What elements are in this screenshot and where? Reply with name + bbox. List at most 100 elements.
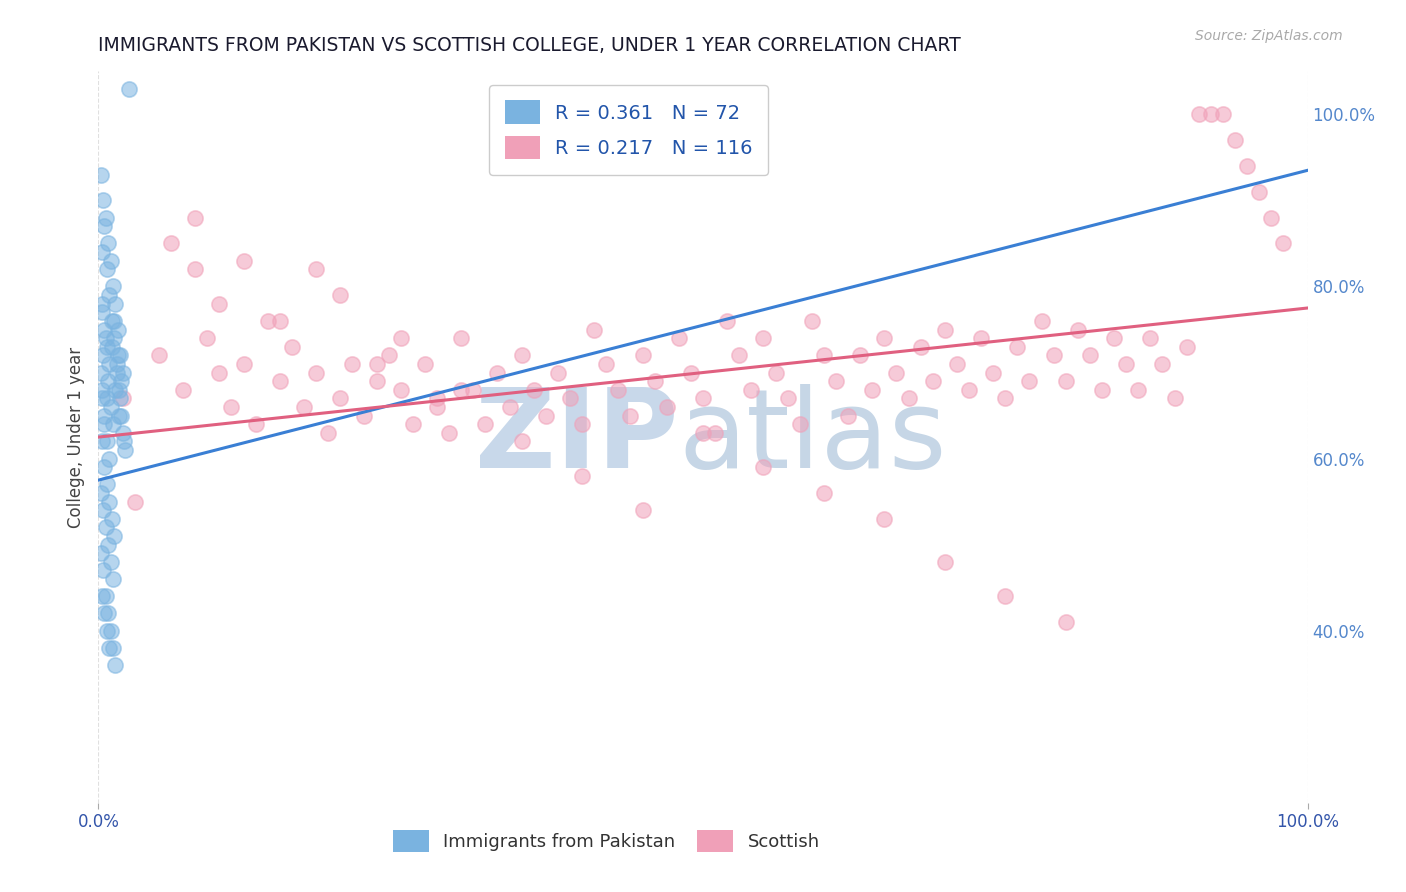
Y-axis label: College, Under 1 year: College, Under 1 year <box>66 346 84 528</box>
Point <box>970 331 993 345</box>
Point <box>124 494 146 508</box>
Point <box>103 331 125 345</box>
Point <box>1018 374 1040 388</box>
Point <box>692 425 714 440</box>
Point <box>897 392 920 406</box>
Point <box>728 348 751 362</box>
Point <box>96 340 118 354</box>
Point <box>1175 340 1198 354</box>
Point <box>583 322 606 336</box>
Point <box>692 392 714 406</box>
Point <box>305 262 328 277</box>
Point <box>108 383 131 397</box>
Point <box>342 357 364 371</box>
Point <box>184 211 207 225</box>
Point <box>825 374 848 388</box>
Point <box>837 409 859 423</box>
Point <box>486 366 509 380</box>
Point <box>100 314 122 328</box>
Point <box>148 348 170 362</box>
Point <box>1260 211 1282 225</box>
Point <box>426 400 449 414</box>
Point <box>644 374 666 388</box>
Point <box>91 348 114 362</box>
Point <box>90 486 112 500</box>
Point <box>184 262 207 277</box>
Point <box>316 425 339 440</box>
Point <box>510 434 533 449</box>
Point <box>389 383 412 397</box>
Point <box>93 460 115 475</box>
Point <box>1188 107 1211 121</box>
Point <box>740 383 762 397</box>
Text: ZIP: ZIP <box>475 384 679 491</box>
Point <box>94 520 117 534</box>
Point <box>98 357 121 371</box>
Point <box>100 555 122 569</box>
Point <box>97 538 120 552</box>
Point <box>101 640 124 655</box>
Point <box>94 331 117 345</box>
Point <box>97 607 120 621</box>
Point <box>160 236 183 251</box>
Point <box>208 296 231 310</box>
Point <box>1272 236 1295 251</box>
Point <box>114 442 136 457</box>
Point <box>104 658 127 673</box>
Point <box>704 425 727 440</box>
Point <box>1236 159 1258 173</box>
Point <box>108 392 131 406</box>
Point <box>208 366 231 380</box>
Point <box>1078 348 1101 362</box>
Point <box>558 392 581 406</box>
Point <box>994 392 1017 406</box>
Point <box>110 374 132 388</box>
Point <box>1042 348 1064 362</box>
Point <box>96 392 118 406</box>
Point <box>813 348 835 362</box>
Point <box>994 589 1017 603</box>
Point <box>100 253 122 268</box>
Point <box>1054 615 1077 629</box>
Point <box>98 451 121 466</box>
Point <box>90 168 112 182</box>
Point <box>668 331 690 345</box>
Point <box>91 296 114 310</box>
Point <box>93 417 115 432</box>
Point <box>221 400 243 414</box>
Point <box>886 366 908 380</box>
Point <box>107 322 129 336</box>
Point <box>534 409 557 423</box>
Point <box>1139 331 1161 345</box>
Point <box>1152 357 1174 371</box>
Point <box>96 434 118 449</box>
Point <box>1031 314 1053 328</box>
Point <box>860 383 883 397</box>
Point <box>118 81 141 95</box>
Point <box>91 245 114 260</box>
Point <box>232 357 254 371</box>
Point <box>366 374 388 388</box>
Point <box>90 366 112 380</box>
Point <box>91 503 114 517</box>
Point <box>96 624 118 638</box>
Point <box>93 607 115 621</box>
Point <box>269 314 291 328</box>
Point <box>1223 133 1246 147</box>
Point <box>1067 322 1090 336</box>
Point <box>94 211 117 225</box>
Point <box>91 589 114 603</box>
Point <box>93 219 115 234</box>
Point <box>91 434 114 449</box>
Point <box>91 194 114 208</box>
Point <box>450 331 472 345</box>
Point <box>849 348 872 362</box>
Point <box>463 383 485 397</box>
Point <box>305 366 328 380</box>
Point <box>1163 392 1185 406</box>
Point <box>172 383 194 397</box>
Point <box>98 288 121 302</box>
Point <box>108 409 131 423</box>
Point <box>256 314 278 328</box>
Point <box>450 383 472 397</box>
